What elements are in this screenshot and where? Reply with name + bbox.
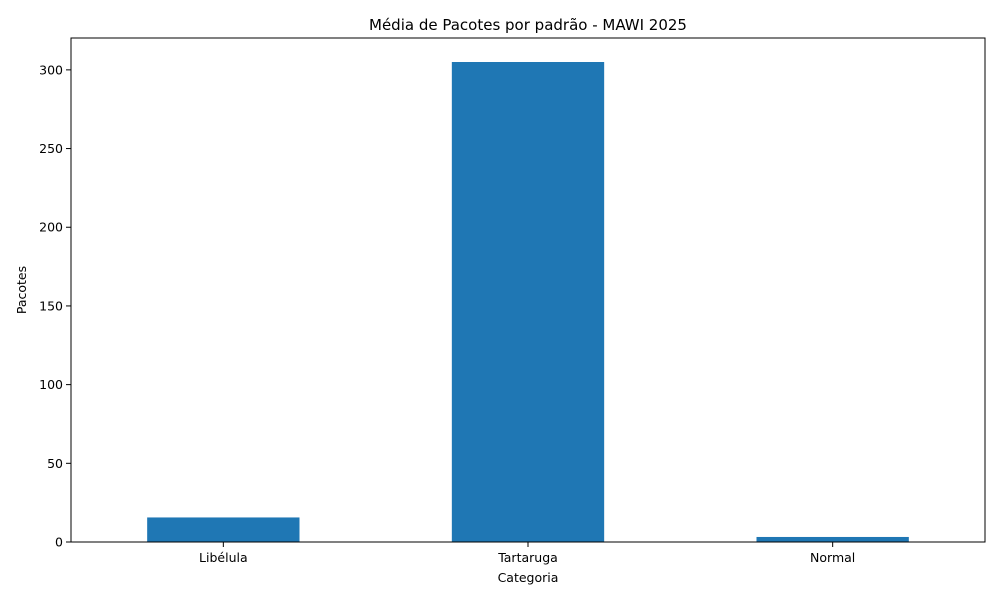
y-tick-label: 250: [39, 141, 63, 156]
y-tick-label: 150: [39, 298, 63, 313]
x-tick-label: Tartaruga: [497, 550, 558, 565]
y-tick-label: 50: [47, 456, 63, 471]
y-tick-label: 200: [39, 220, 63, 235]
y-tick-label: 100: [39, 377, 63, 392]
x-axis-label: Categoria: [498, 570, 559, 585]
y-ticks-group: 0 50 100 150 200 250 300: [39, 62, 71, 550]
x-ticks-group: Libélula Tartaruga Normal: [199, 542, 855, 565]
x-tick-label: Libélula: [199, 550, 248, 565]
bar-1: [147, 517, 300, 542]
x-tick-label: Normal: [810, 550, 855, 565]
plot-frame: [70, 37, 986, 543]
y-tick-label: 300: [39, 62, 63, 77]
y-tick-label: 0: [55, 535, 63, 550]
bar-2: [451, 62, 605, 542]
chart-title: Média de Pacotes por padrão - MAWI 2025: [369, 16, 687, 34]
bars-group: [147, 62, 909, 542]
y-axis-label: Pacotes: [14, 266, 29, 314]
bar-3: [756, 536, 909, 542]
